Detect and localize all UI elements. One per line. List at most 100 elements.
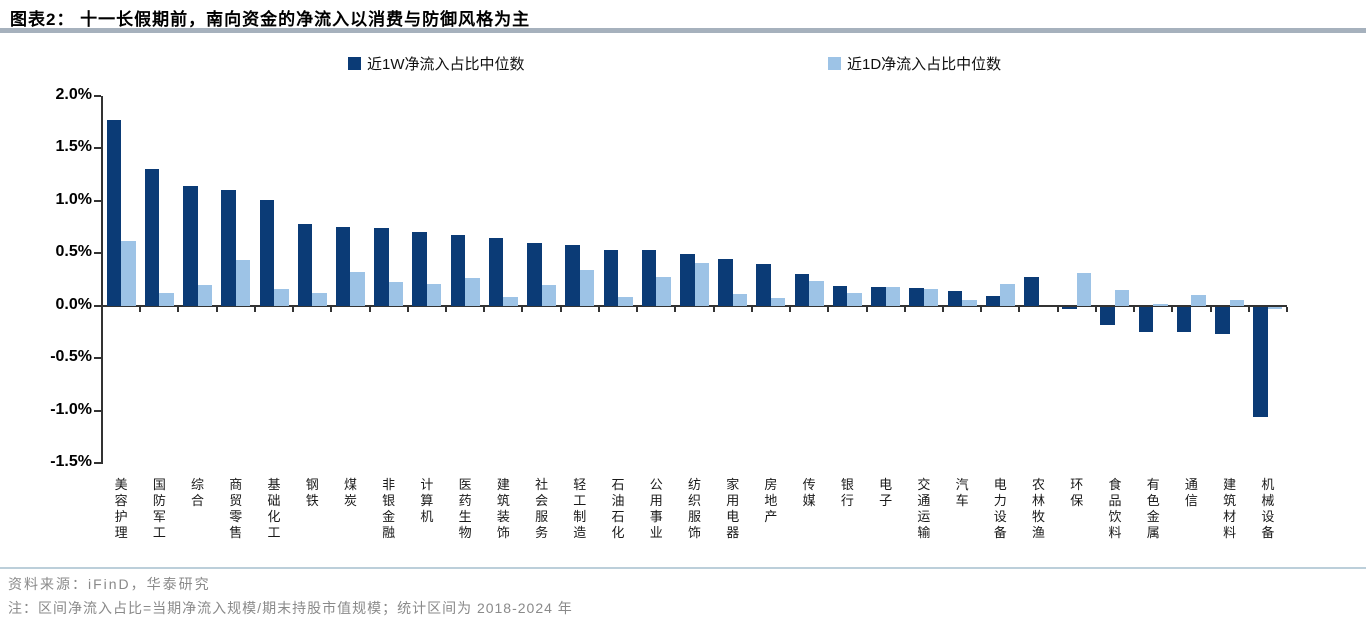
bar-1d-27	[1153, 303, 1168, 306]
x-label-11: 社会服务	[535, 477, 549, 540]
x-tick-9	[445, 306, 448, 312]
bar-1w-15	[680, 254, 695, 306]
bar-1d-3	[235, 259, 251, 306]
bar-1d-25	[1076, 273, 1092, 306]
x-label-30: 机械设备	[1261, 477, 1275, 540]
x-tick-1	[139, 306, 142, 312]
x-tick-21	[903, 306, 906, 312]
x-label-10: 建筑装饰	[496, 477, 510, 540]
y-tick-4	[94, 304, 101, 307]
x-label-16: 家用电器	[726, 477, 740, 540]
bar-1w-22	[947, 291, 963, 306]
bar-1d-29	[1229, 300, 1245, 306]
x-label-15: 纺织服饰	[687, 477, 701, 540]
x-label-23: 电力设备	[993, 477, 1007, 540]
x-label-4: 基础化工	[267, 477, 281, 540]
x-label-28: 通信	[1184, 477, 1198, 508]
x-tick-12	[559, 306, 562, 312]
bar-1w-0	[106, 120, 122, 306]
x-label-6: 煤炭	[343, 477, 357, 508]
legend-swatch-1d-icon	[828, 56, 841, 70]
x-label-20: 电子	[879, 477, 893, 508]
x-tick-8	[406, 306, 409, 312]
bar-1d-14	[656, 277, 671, 306]
y-axis-line	[101, 96, 103, 464]
y-tick-label-0: 2.0%	[55, 86, 92, 103]
x-label-2: 综合	[191, 477, 205, 508]
x-label-27: 有色金属	[1146, 477, 1160, 540]
chart-title: 图表2： 十一长假期前，南向资金的净流入以消费与防御风格为主	[10, 10, 531, 29]
bar-1w-7	[374, 228, 389, 306]
legend-swatch-1w-icon	[348, 56, 361, 70]
y-tick-label-7: -1.5%	[50, 453, 92, 470]
bar-1d-21	[923, 288, 939, 306]
x-label-26: 食品饮料	[1108, 477, 1122, 540]
y-tick-1	[94, 147, 101, 150]
y-tick-0	[94, 95, 101, 97]
x-tick-6	[330, 306, 333, 312]
bar-1d-6	[350, 272, 365, 306]
bar-1w-28	[1176, 306, 1192, 332]
bar-1w-14	[641, 250, 657, 306]
bar-chart-plot-area: 2.0% 1.5% 1.0% 0.5% 0.0% -0.5% -1.0% -1.5% 美容护理 国…	[50, 86, 1288, 540]
y-tick-5	[94, 357, 101, 360]
x-tick-7	[368, 306, 371, 312]
x-tick-23	[980, 306, 983, 312]
x-label-13: 石油石化	[611, 477, 625, 540]
bar-1d-16	[732, 294, 748, 306]
bar-1w-9	[450, 235, 466, 306]
bar-1d-23	[1000, 283, 1015, 306]
x-tick-25	[1056, 306, 1059, 312]
x-tick-4	[253, 306, 256, 312]
bar-1w-12	[565, 244, 580, 306]
bar-1w-20	[871, 286, 886, 306]
bar-1d-4	[274, 288, 289, 306]
x-label-22: 汽车	[955, 477, 969, 508]
x-label-8: 计算机	[420, 477, 434, 524]
x-tick-15	[674, 306, 677, 312]
y-tick-6	[94, 409, 101, 412]
x-label-19: 银行	[840, 477, 854, 508]
y-tick-3	[94, 252, 101, 255]
x-label-12: 轻工制造	[573, 477, 587, 540]
x-label-0: 美容护理	[114, 477, 128, 540]
bar-1w-19	[832, 285, 848, 306]
y-tick-label-5: -0.5%	[50, 348, 92, 366]
bar-1d-19	[847, 293, 862, 306]
bar-1d-5	[312, 293, 327, 306]
bar-1w-26	[1100, 306, 1115, 325]
y-tick-label-3: 0.5%	[55, 243, 92, 261]
x-tick-3	[215, 306, 218, 312]
bar-1w-25	[1062, 306, 1077, 309]
bar-1d-30	[1267, 306, 1283, 309]
bar-1w-11	[527, 242, 542, 306]
x-tick-28	[1171, 306, 1174, 312]
bar-1d-2	[197, 284, 213, 306]
x-label-3: 商贸零售	[229, 477, 243, 540]
x-label-5: 钢铁	[305, 477, 319, 508]
x-tick-19	[827, 306, 830, 312]
bar-1d-26	[1114, 289, 1130, 306]
x-axis-zero-line	[102, 304, 1287, 307]
x-tick-17	[750, 306, 753, 312]
y-tick-label-1: 1.5%	[55, 138, 92, 156]
x-tick-18	[789, 306, 792, 312]
x-tick-27	[1133, 306, 1136, 312]
x-tick-0	[101, 306, 103, 312]
bar-1d-1	[159, 293, 174, 306]
x-tick-22	[941, 306, 944, 312]
x-tick-14	[636, 306, 639, 312]
bar-1w-3	[221, 190, 236, 306]
x-tick-16	[712, 306, 715, 312]
bar-1w-6	[335, 227, 351, 306]
x-tick-11	[521, 306, 524, 312]
x-tick-30	[1247, 306, 1250, 312]
bar-1w-29	[1215, 306, 1230, 334]
bar-1w-8	[412, 232, 427, 306]
bar-1w-2	[183, 186, 198, 306]
legend-item-1d: 近1D净流入占比中位数	[828, 54, 1002, 73]
x-label-18: 传媒	[802, 477, 816, 508]
legend-label-1d: 近1D净流入占比中位数	[847, 55, 1002, 73]
x-label-21: 交通运输	[917, 477, 931, 540]
bar-1w-4	[259, 199, 275, 306]
